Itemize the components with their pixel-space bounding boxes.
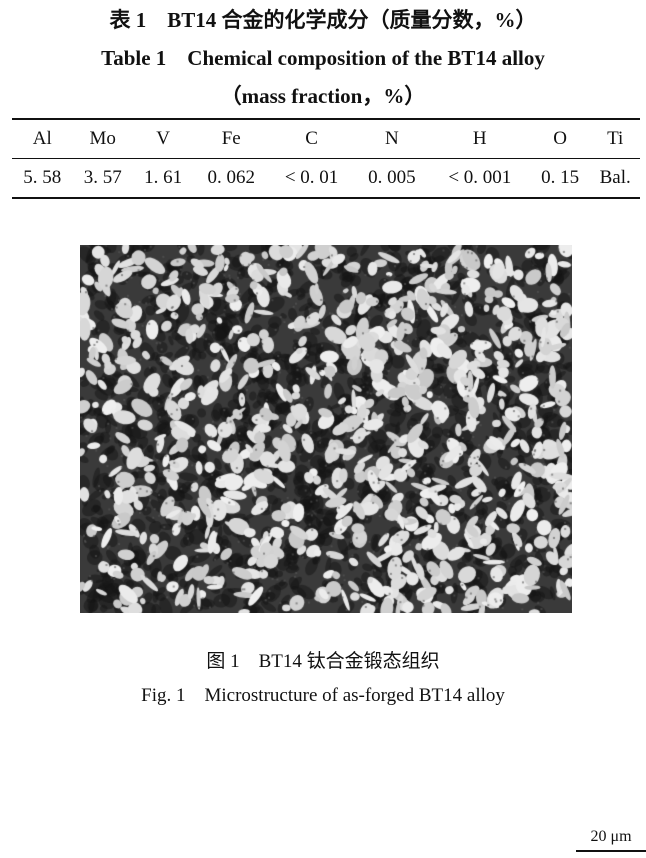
scale-bar-label: 20 μm (590, 828, 632, 845)
column-header: O (553, 128, 567, 149)
figure-caption-cn: 图 1 BT14 钛合金锻态组织 (206, 651, 440, 672)
table-cell: < 0. 01 (284, 167, 339, 188)
column-header: V (156, 128, 171, 149)
micrograph-image: 20 μm (80, 245, 646, 858)
column-header: N (385, 128, 399, 149)
table-cell: 0. 15 (541, 167, 580, 188)
table-caption-en: Table 1 Chemical composition of the BT14… (101, 46, 545, 70)
header-row: Al Mo V Fe C N H O Ti (12, 119, 640, 159)
table-cell: 5. 58 (23, 167, 62, 188)
table-cell: Bal. (599, 167, 631, 188)
column-header: H (472, 128, 487, 149)
composition-table: Al Mo V Fe C N H O Ti 5. 58 3. 57 1. 61 0. 062 < 0. … (12, 118, 640, 199)
table-cell: 0. 005 (368, 167, 416, 188)
column-header: Mo (89, 128, 116, 149)
column-header: C (305, 128, 318, 149)
value-row: 5. 58 3. 57 1. 61 0. 062 < 0. 01 0. 005 < 0. 0… (12, 159, 640, 199)
scale-bar-line (576, 850, 646, 852)
table-caption-cn: 表 1 BT14 合金的化学成分（质量分数，%） (109, 8, 537, 32)
table-cell: 0. 062 (207, 167, 255, 188)
table-caption-en-unit: （mass fraction，%） (220, 84, 426, 108)
column-header: Al (32, 128, 52, 149)
table-cell: < 0. 001 (448, 167, 512, 188)
column-header: Fe (221, 128, 241, 149)
table-cell: 1. 61 (144, 167, 183, 188)
table-cell: 3. 57 (83, 167, 122, 188)
column-header: Ti (607, 128, 624, 149)
figure-caption-en: Fig. 1 Microstructure of as-forged BT14 … (141, 685, 505, 706)
scale-bar: 20 μm (570, 825, 646, 858)
